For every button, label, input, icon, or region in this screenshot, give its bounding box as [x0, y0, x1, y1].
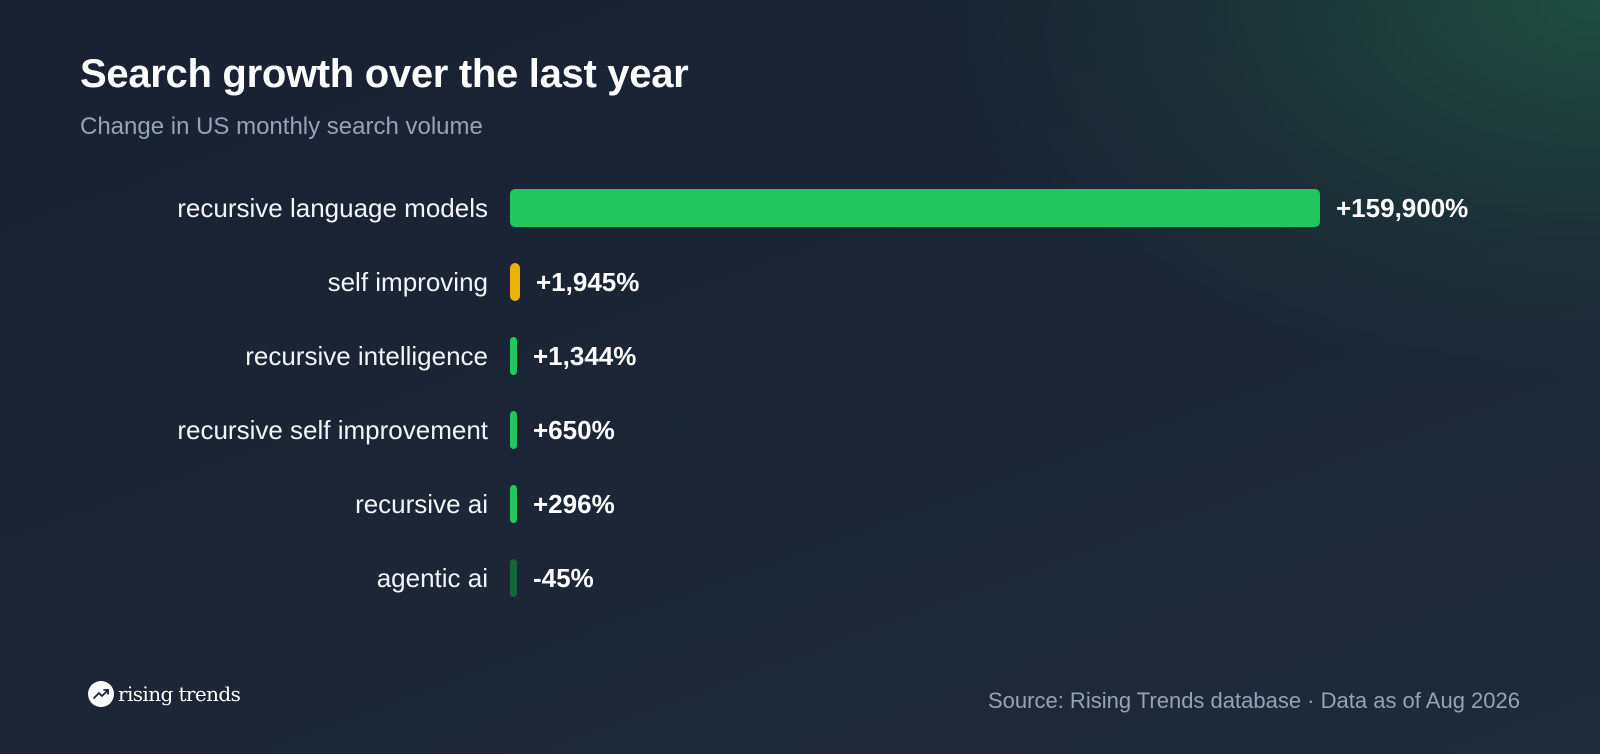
chart-subtitle: Change in US monthly search volume [80, 113, 483, 140]
category-label: recursive self improvement [177, 415, 488, 445]
bar [510, 411, 517, 449]
brand-logo: rising trends [88, 680, 241, 708]
value-label: +1,945% [536, 267, 639, 297]
chart-title: Search growth over the last year [80, 52, 689, 96]
source-note: Source: Rising Trends database · Data as… [988, 688, 1520, 713]
value-label: +159,900% [1336, 193, 1468, 223]
value-label: -45% [533, 563, 594, 593]
bar [510, 263, 520, 301]
bar [510, 559, 517, 597]
value-label: +1,344% [533, 341, 636, 371]
trending-up-icon [88, 681, 114, 707]
value-label: +296% [533, 489, 615, 519]
category-label: recursive language models [177, 193, 488, 223]
category-label: agentic ai [377, 563, 488, 593]
category-label: recursive ai [355, 489, 488, 519]
bar [510, 337, 517, 375]
bar [510, 485, 517, 523]
category-label: self improving [328, 267, 488, 297]
value-label: +650% [533, 415, 615, 445]
category-label: recursive intelligence [245, 341, 488, 371]
brand-name: rising trends [118, 682, 241, 706]
bar [510, 189, 1320, 227]
